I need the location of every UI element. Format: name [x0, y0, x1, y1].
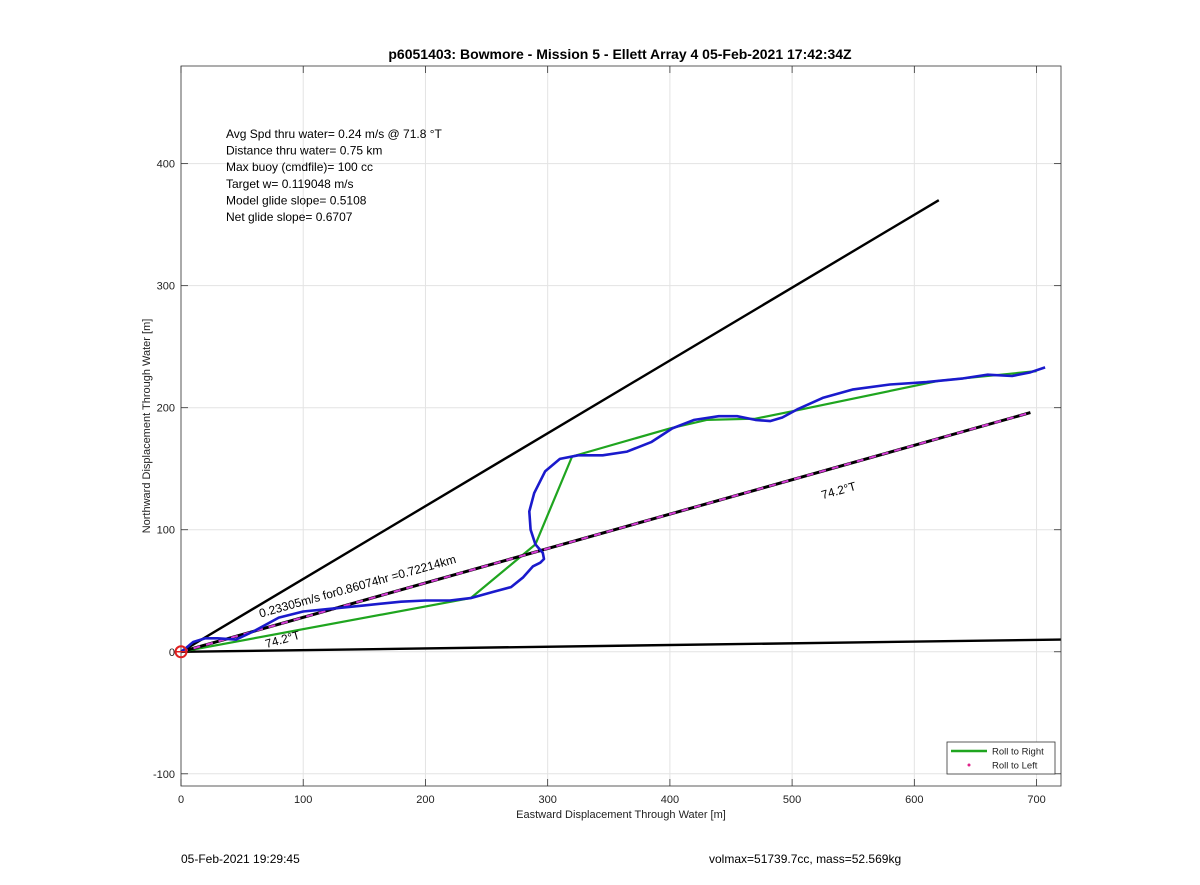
origin-circle — [174, 645, 188, 659]
series-roll-right — [180, 370, 1037, 653]
x-tick-label: 700 — [1027, 794, 1045, 806]
x-tick-label: 600 — [905, 794, 923, 806]
info-line: Max buoy (cmdfile)= 100 cc — [226, 160, 373, 174]
y-axis-label: Northward Displacement Through Water [m] — [141, 319, 153, 534]
series-track-heading-dash — [180, 411, 1031, 653]
info-line: Distance thru water= 0.75 km — [226, 144, 382, 158]
y-tick-label: 400 — [157, 159, 175, 171]
y-axis-ticks: -100 0 100 200 300 400 — [153, 159, 1061, 781]
x-tick-label: 500 — [783, 794, 801, 806]
series-bound-upper — [180, 199, 940, 653]
series-bound-lower — [180, 638, 1062, 653]
x-tick-label: 400 — [661, 794, 679, 806]
legend-label: Roll to Right — [992, 747, 1044, 758]
info-block: Avg Spd thru water= 0.24 m/s @ 71.8 °T Di… — [226, 127, 443, 224]
legend-swatch — [967, 763, 971, 767]
x-tick-label: 200 — [416, 794, 434, 806]
y-tick-label: 200 — [157, 403, 175, 415]
series-group — [180, 199, 1062, 654]
legend-label: Roll to Left — [992, 761, 1038, 772]
info-line: Net glide slope= 0.6707 — [226, 210, 353, 224]
footer-volmax-mass: volmax=51739.7cc, mass=52.569kg — [709, 852, 902, 866]
x-axis-ticks: 0 100 200 300 400 500 600 700 — [178, 66, 1046, 806]
y-tick-label: 100 — [157, 525, 175, 537]
x-axis-label: Eastward Displacement Through Water [m] — [516, 809, 726, 821]
grid — [180, 66, 1061, 786]
y-tick-label: 300 — [157, 281, 175, 293]
series-track — [180, 366, 1046, 653]
chart-title: p6051403: Bowmore - Mission 5 - Ellett A… — [388, 46, 852, 62]
x-tick-label: 0 — [178, 794, 184, 806]
info-line: Model glide slope= 0.5108 — [226, 193, 367, 207]
legend: Roll to Right Roll to Left — [946, 741, 1056, 775]
plot-frame — [180, 65, 1062, 787]
x-tick-label: 100 — [294, 794, 312, 806]
y-tick-label: 0 — [169, 647, 175, 659]
x-tick-label: 300 — [538, 794, 556, 806]
info-line: Avg Spd thru water= 0.24 m/s @ 71.8 °T — [226, 127, 443, 141]
origin-marker — [174, 645, 188, 659]
legend-box — [946, 741, 1056, 775]
info-line: Target w= 0.119048 m/s — [226, 177, 354, 191]
footer-timestamp: 05-Feb-2021 19:29:45 — [181, 852, 300, 866]
y-tick-label: -100 — [153, 769, 175, 781]
